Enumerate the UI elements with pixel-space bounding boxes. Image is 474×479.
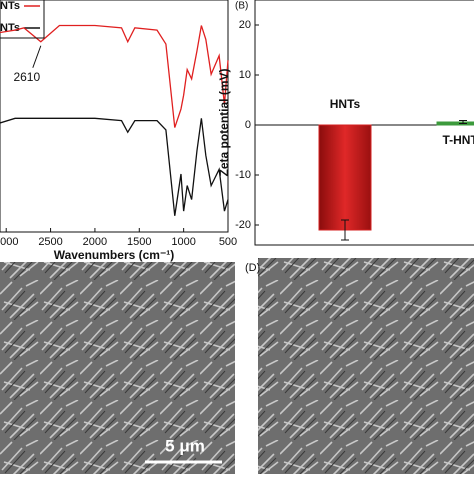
y-tick-label: 20 [239, 19, 251, 31]
spectrum-line [0, 117, 229, 216]
panel-label: (D) [245, 262, 260, 274]
category-label: T-HNTs [442, 133, 474, 147]
bar [318, 124, 372, 231]
panel-label: (B) [235, 1, 248, 12]
y-tick-label: -10 [235, 169, 251, 181]
plot-frame [254, 0, 474, 246]
x-tick-label: 2000 [83, 236, 107, 248]
legend-box [0, 0, 45, 39]
y-tick-label: 10 [239, 69, 251, 81]
y-axis-label: Zeta potential (mV) [217, 68, 231, 176]
annotation: 2610 [13, 70, 40, 84]
y-tick-label: -20 [235, 219, 251, 231]
x-tick-label: 3000 [0, 236, 18, 248]
annotation-arrow [32, 45, 42, 68]
legend-label: HNTs [0, 22, 20, 34]
x-tick-label: 1500 [127, 236, 151, 248]
error-bar [459, 120, 467, 124]
bar [436, 121, 474, 126]
x-axis-label: Wavenumbers (cm⁻¹) [54, 248, 175, 262]
x-tick-label: 500 [219, 236, 237, 248]
sem-image-d [258, 258, 474, 474]
sem-image-c [0, 262, 235, 474]
x-tick-label: 1000 [171, 236, 195, 248]
plot-frame [0, 0, 229, 233]
y-tick-label: 0 [245, 119, 251, 131]
scale-bar-label: 5 μm [165, 436, 205, 455]
legend-label: T-HNTs [0, 0, 20, 12]
error-bar [341, 219, 349, 241]
category-label: HNTs [330, 97, 361, 111]
spectrum-line [0, 24, 229, 128]
x-tick-label: 2500 [38, 236, 62, 248]
